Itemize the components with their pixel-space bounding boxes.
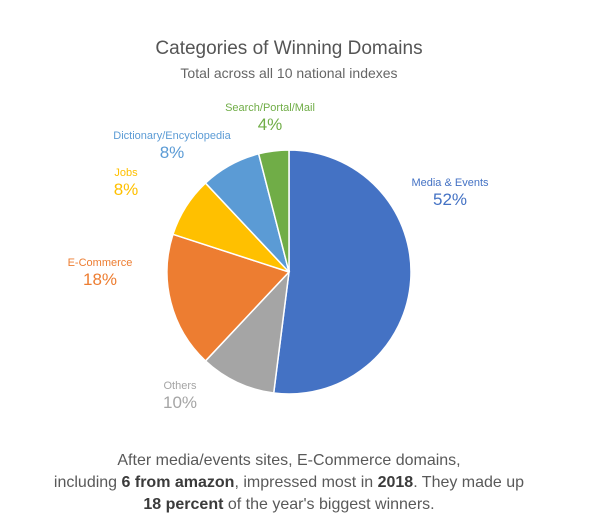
slice-value-jobs: 8% [114,180,139,199]
pie-slices [166,149,412,395]
pie-slice-media-events [272,149,412,395]
slice-label-media-events: Media & Events [411,177,489,189]
caption-line-3-post: of the year's biggest winners. [223,496,435,513]
pie-slice-others [204,269,291,394]
caption-line-1-text: After media/events sites, E-Commerce dom… [117,452,461,469]
slice-label-e-commerce: E-Commerce [68,257,133,269]
slice-label-jobs: Jobs [114,167,138,179]
caption-line-3: 18 percent of the year's biggest winners… [0,494,578,516]
pie-slice-e-commerce [166,233,291,362]
slice-value-dictionary-encyclopedia: 8% [160,143,185,162]
slice-label-search-portal-mail: Search/Portal/Mail [225,102,315,114]
caption-line-2-post: . They made up [413,474,525,491]
slice-value-others: 10% [163,393,197,412]
slice-value-media-events: 52% [433,190,467,209]
caption-line-1: After media/events sites, E-Commerce dom… [0,450,578,472]
slice-value-e-commerce: 18% [83,270,117,289]
chart-caption: After media/events sites, E-Commerce dom… [0,450,578,516]
slice-label-dictionary-encyclopedia: Dictionary/Encyclopedia [113,130,231,142]
caption-year: 2018 [377,474,414,491]
chart-title: Categories of Winning Domains [155,38,423,59]
caption-line-2-mid: , impressed most in [234,474,378,491]
pie-slice-search-portal-mail [257,149,290,273]
caption-line-2: including 6 from amazon, impressed most … [0,472,578,494]
caption-amazon-count: 6 from amazon [121,474,235,491]
caption-percent: 18 percent [143,496,224,513]
caption-line-2-pre: including [53,474,122,491]
slice-label-others: Others [163,380,197,392]
chart-subtitle: Total across all 10 national indexes [180,65,398,81]
slice-value-search-portal-mail: 4% [258,115,283,134]
